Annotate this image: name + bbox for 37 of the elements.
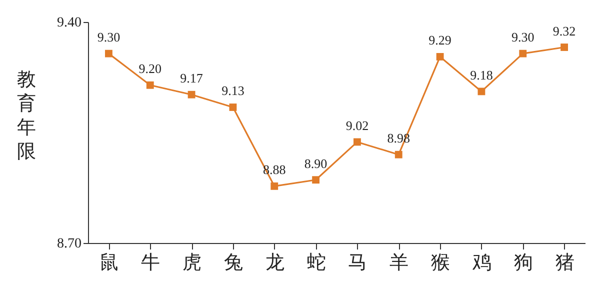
x-tick-label: 蛇 [306, 252, 326, 274]
data-label: 9.02 [346, 118, 369, 133]
x-tick-label: 鸡 [471, 252, 492, 274]
data-label: 8.90 [304, 156, 328, 171]
point [146, 81, 154, 89]
data-label: 9.13 [222, 83, 244, 98]
point [312, 176, 320, 184]
data-label: 9.29 [428, 32, 452, 48]
data-label: 9.17 [180, 70, 204, 86]
x-tick-label: 牛 [141, 252, 160, 274]
point [188, 90, 196, 98]
x-tick-label: 虎 [182, 252, 202, 274]
point [519, 50, 527, 58]
x-tick-label: 狗 [514, 252, 533, 274]
data-label: 9.18 [470, 67, 493, 82]
data-label: 9.30 [97, 30, 120, 45]
y-tick-label: 8.70 [57, 236, 82, 252]
x-tick-label: 羊 [390, 252, 409, 274]
point [394, 150, 402, 158]
y-axis-title: 教育年限 [17, 70, 36, 162]
data-label: 9.20 [138, 61, 162, 76]
point [105, 50, 112, 58]
y-tick-label: 9.40 [57, 16, 82, 30]
x-tick-label: 兔 [224, 252, 243, 274]
data-label: 9.32 [552, 23, 576, 38]
data-label: 9.30 [512, 30, 534, 45]
point [354, 138, 361, 146]
point [560, 44, 568, 51]
x-tick-label: 马 [348, 252, 368, 274]
point [270, 182, 278, 190]
point [436, 53, 444, 60]
point [478, 88, 486, 96]
point [229, 104, 237, 111]
x-tick-label: 鼠 [100, 252, 119, 274]
x-tick-label: 猪 [555, 252, 574, 274]
x-tick-label: 猴 [431, 252, 450, 274]
x-tick-label: 龙 [265, 252, 284, 274]
